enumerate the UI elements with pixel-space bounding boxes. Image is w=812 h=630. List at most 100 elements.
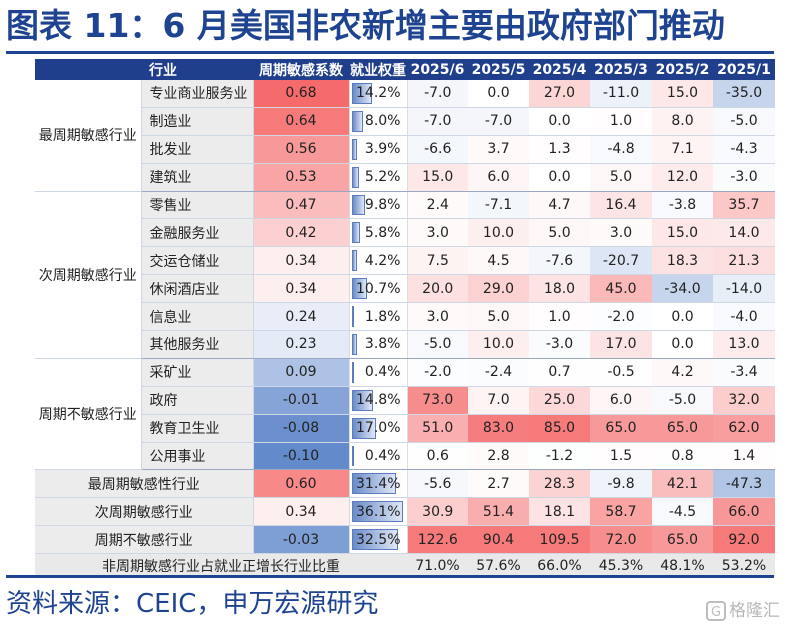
month-value-cell: 65.0 (590, 414, 652, 443)
month-value-cell: 1.3 (529, 135, 590, 164)
month-value-cell: 0.0 (529, 107, 590, 136)
month-value-cell: 42.1 (652, 469, 713, 499)
weight-cell: 4.2% (348, 246, 408, 276)
month-value-cell: 1.0 (590, 107, 652, 136)
header-industry: 行业 (141, 59, 253, 80)
coefficient-cell: 0.60 (253, 469, 349, 499)
industry-label: 休闲酒店业 (141, 274, 254, 304)
month-value-cell: 2.8 (468, 442, 529, 471)
weight-value: 14.8% (356, 392, 401, 409)
coefficient-cell: -0.03 (253, 525, 349, 555)
coefficient-cell: 0.34 (253, 497, 349, 527)
month-value-cell: 6.0 (468, 163, 529, 192)
group-label: 次周期敏感行业 (35, 191, 142, 359)
month-value-cell: 15.0 (652, 218, 713, 248)
source-note: 资料来源：CEIC，申万宏源研究 (6, 589, 379, 619)
weight-cell: 14.8% (348, 386, 408, 415)
month-value-cell: 20.0 (407, 274, 468, 304)
weight-value: 3.8% (364, 336, 401, 353)
month-value-cell: 2.4 (407, 191, 468, 220)
month-value-cell: -35.0 (713, 80, 775, 108)
summary-label: 次周期敏感行业 (35, 497, 254, 527)
month-value-cell: 3.0 (407, 302, 468, 332)
weight-bar (351, 138, 358, 160)
month-value-cell: 15.0 (652, 80, 713, 108)
weight-bar (351, 83, 372, 104)
weight-bar (351, 389, 373, 411)
month-value-cell: 122.6 (407, 525, 468, 555)
month-value-cell: -2.0 (407, 358, 468, 387)
weight-bar (351, 306, 355, 328)
month-value-cell: -4.0 (713, 302, 775, 332)
header-month-1: 2025/6 (407, 59, 468, 80)
coefficient-cell: -0.08 (253, 414, 349, 443)
industry-label: 采矿业 (141, 358, 254, 387)
weight-bar (351, 361, 354, 383)
weight-value: 14.2% (356, 85, 401, 102)
month-value-cell: 5.0 (529, 218, 590, 248)
month-value-cell: 17.0 (590, 330, 652, 359)
month-value-cell: -6.6 (407, 135, 468, 164)
month-value-cell: -5.0 (713, 107, 775, 136)
month-value-cell: 4.2 (652, 358, 713, 387)
month-value-cell: 7.1 (652, 135, 713, 164)
table-row: 批发业 0.56 3.9% -6.6 3.7 1.3 -4.8 7.1 -4.3 (35, 135, 775, 164)
ratio-value: 45.3% (590, 553, 652, 578)
table-row: 建筑业 0.53 5.2% 15.0 6.0 0.0 5.0 12.0 -3.0 (35, 163, 775, 192)
industry-label: 建筑业 (141, 163, 254, 192)
weight-bar (351, 445, 354, 467)
ratio-value: 66.0% (529, 553, 590, 578)
ratio-value: 48.1% (652, 553, 713, 578)
ratio-value: 71.0% (407, 553, 468, 578)
month-value-cell: 0.0 (529, 163, 590, 192)
weight-cell: 5.2% (348, 163, 408, 192)
month-value-cell: -4.5 (652, 497, 713, 527)
weight-value: 9.8% (364, 197, 401, 213)
weight-bar (351, 501, 403, 523)
coefficient-cell: -0.01 (253, 386, 349, 415)
coefficient-cell: 0.68 (253, 80, 349, 108)
month-value-cell: 0.0 (652, 302, 713, 332)
month-value-cell: 4.5 (468, 246, 529, 276)
weight-cell: 8.0% (348, 107, 408, 136)
month-value-cell: 18.3 (652, 246, 713, 276)
weight-value: 36.1% (356, 503, 401, 520)
title-underline (6, 51, 774, 54)
month-value-cell: -3.0 (713, 163, 775, 192)
ratio-label: 非周期敏感行业占就业正增长行业比重 (35, 553, 407, 578)
employment-heatmap-table: 行业 周期敏感系数 就业权重 2025/6 2025/5 2025/4 2025… (35, 59, 775, 578)
group-label: 周期不敏感行业 (35, 358, 142, 471)
month-value-cell: 25.0 (529, 386, 590, 415)
month-value-cell: 0.0 (652, 330, 713, 359)
weight-cell: 3.9% (348, 135, 408, 164)
watermark-text: 格隆汇 (729, 601, 780, 621)
weight-value: 10.7% (356, 280, 401, 297)
month-value-cell: -7.0 (407, 80, 468, 108)
month-value-cell: 51.0 (407, 414, 468, 443)
coefficient-cell: 0.34 (253, 246, 349, 276)
industry-label: 政府 (141, 386, 254, 415)
footer-rule (6, 575, 774, 578)
weight-value: 32.5% (356, 531, 401, 548)
weight-value: 8.0% (364, 113, 401, 130)
table-row: 休闲酒店业 0.34 10.7% 20.0 29.0 18.0 45.0 -34.0 -14.0 (35, 274, 775, 304)
page-title: 图表 11：6 月美国非农新增主要由政府部门推动 (6, 6, 725, 45)
month-value-cell: 10.0 (468, 330, 529, 359)
month-value-cell: 72.0 (590, 525, 652, 555)
month-value-cell: 18.1 (529, 497, 590, 527)
month-value-cell: 2.7 (468, 469, 529, 499)
weight-value: 0.4% (364, 448, 401, 465)
table-row: 交运仓储业 0.34 4.2% 7.5 4.5 -7.6 -20.7 18.3 21.3 (35, 246, 775, 276)
month-value-cell: -4.3 (713, 135, 775, 164)
month-value-cell: -14.0 (713, 274, 775, 304)
month-value-cell: -3.8 (652, 191, 713, 220)
coefficient-cell: 0.09 (253, 358, 349, 387)
month-value-cell: -3.4 (713, 358, 775, 387)
watermark: G 格隆汇 (706, 599, 780, 623)
weight-cell: 31.4% (348, 469, 408, 499)
month-value-cell: 3.7 (468, 135, 529, 164)
group-label: 最周期敏感行业 (35, 80, 142, 192)
weight-bar (351, 166, 359, 188)
weight-value: 1.8% (364, 308, 401, 325)
ratio-value: 57.6% (468, 553, 529, 578)
